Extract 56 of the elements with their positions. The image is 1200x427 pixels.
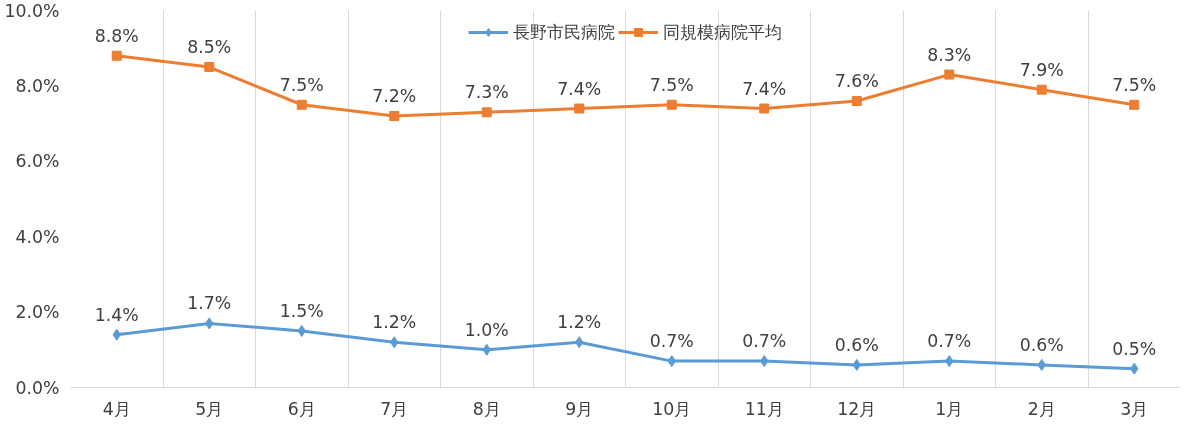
y-tick-label: 2.0% [15,302,60,323]
x-tick-label: 7月 [380,398,409,419]
data-label: 1.4% [94,304,139,325]
x-tick-label: 11月 [744,398,784,419]
data-label: 0.7% [649,331,694,352]
data-label: 0.6% [834,334,879,355]
data-label: 7.9% [1019,59,1064,80]
point [851,95,862,106]
y-tick-label: 6.0% [15,151,60,172]
y-tick-label: 8.0% [15,75,60,96]
data-label: 0.5% [1112,338,1157,359]
data-label: 8.5% [187,37,232,58]
legend-label: 長野市民病院 [513,21,615,44]
point [1036,84,1047,95]
data-label: 1.7% [187,293,232,314]
point [574,103,585,114]
data-label: 7.6% [834,70,879,91]
data-label: 1.0% [464,319,509,340]
x-tick-label: 10月 [652,398,692,419]
data-label: 7.5% [1112,74,1157,95]
y-tick-label: 4.0% [15,226,60,247]
data-label: 7.3% [464,82,509,103]
data-label: 7.4% [742,78,787,99]
data-label: 0.7% [742,331,787,352]
legend-label: 同規模病院平均 [663,21,782,44]
data-label: 8.8% [94,25,139,46]
point [204,62,215,73]
data-label: 0.7% [927,331,972,352]
x-tick-label: 2月 [1027,398,1056,419]
point [759,103,770,114]
y-tick-label: 0.0% [15,377,60,398]
point [389,111,400,122]
x-tick-label: 3月 [1120,398,1149,419]
data-label: 7.4% [557,78,602,99]
x-tick-label: 5月 [195,398,224,419]
data-label: 0.6% [1019,334,1064,355]
x-tick-label: 8月 [472,398,501,419]
x-tick-label: 9月 [565,398,594,419]
data-label: 7.2% [372,86,417,107]
y-tick-label: 10.0% [4,0,60,21]
data-label: 7.5% [649,74,694,95]
point [944,69,955,80]
point [481,107,492,118]
x-tick-label: 12月 [837,398,877,419]
point [111,50,122,61]
x-tick-label: 1月 [935,398,964,419]
data-label: 1.2% [557,312,602,333]
data-label: 8.3% [927,44,972,65]
point [1129,99,1140,110]
point [666,99,677,110]
data-label: 1.2% [372,312,417,333]
data-label: 1.5% [279,300,324,321]
x-tick-label: 4月 [102,398,131,419]
data-label: 7.5% [279,74,324,95]
point [296,99,307,110]
x-tick-label: 6月 [287,398,316,419]
